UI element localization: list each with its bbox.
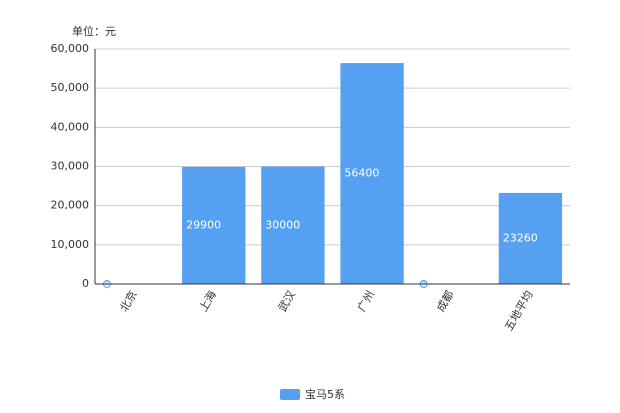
- data-label: 30000: [265, 218, 300, 231]
- data-label: 23260: [503, 231, 538, 244]
- y-tick-label: 20,000: [51, 199, 90, 212]
- bar: [261, 166, 325, 284]
- legend-label: 宝马5系: [305, 387, 345, 401]
- y-tick-label: 10,000: [51, 238, 90, 251]
- legend-swatch: [280, 389, 300, 400]
- x-tick-label: 上海: [196, 288, 219, 314]
- x-tick-label: 成都: [434, 289, 456, 315]
- data-label: 56400: [344, 167, 379, 180]
- unit-label: 单位：元: [72, 24, 116, 38]
- y-tick-label: 40,000: [51, 120, 90, 133]
- bar: [498, 192, 563, 284]
- bar: [340, 63, 404, 284]
- y-tick-label: 60,000: [51, 42, 90, 55]
- data-label: 29900: [186, 218, 221, 231]
- y-tick-label: 30,000: [51, 160, 90, 173]
- x-tick-label: 北京: [117, 288, 140, 314]
- y-tick-label: 0: [82, 277, 89, 290]
- x-tick-label: 五地平均: [502, 289, 535, 334]
- x-tick-label: 广州: [355, 289, 377, 315]
- x-tick-label: 武汉: [276, 289, 298, 315]
- bar: [182, 166, 246, 284]
- y-tick-label: 50,000: [51, 81, 90, 94]
